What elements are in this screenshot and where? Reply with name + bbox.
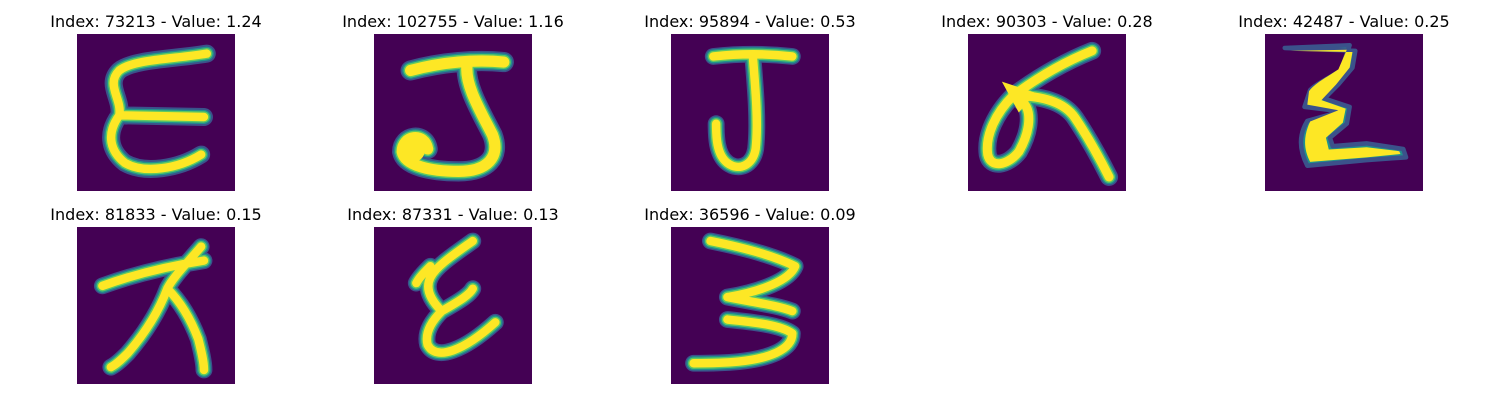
panel-title: Index: 36596 - Value: 0.09: [644, 205, 856, 224]
panel-title: Index: 90303 - Value: 0.28: [941, 12, 1153, 31]
image-panel-8: Index: 36596 - Value: 0.09: [600, 205, 900, 395]
image-panel-7: Index: 87331 - Value: 0.13: [303, 205, 603, 395]
image-panel-1: Index: 73213 - Value: 1.24: [6, 12, 306, 202]
image-panel-6: Index: 81833 - Value: 0.15: [6, 205, 306, 395]
panel-title: Index: 73213 - Value: 1.24: [50, 12, 262, 31]
digit-image-j: [374, 34, 532, 191]
digit-image-z: [1265, 34, 1423, 191]
image-panel-3: Index: 95894 - Value: 0.53: [600, 12, 900, 202]
digit-image-e: [77, 34, 235, 191]
digit-image-x: [77, 227, 235, 384]
panel-title: Index: 42487 - Value: 0.25: [1238, 12, 1450, 31]
image-panel-2: Index: 102755 - Value: 1.16: [303, 12, 603, 202]
panel-title: Index: 81833 - Value: 0.15: [50, 205, 262, 224]
panel-title: Index: 102755 - Value: 1.16: [342, 12, 564, 31]
digit-image-j: [671, 34, 829, 191]
image-panel-4: Index: 90303 - Value: 0.28: [897, 12, 1197, 202]
panel-title: Index: 87331 - Value: 0.13: [347, 205, 559, 224]
digit-image-e: [374, 227, 532, 384]
image-panel-5: Index: 42487 - Value: 0.25: [1194, 12, 1494, 202]
digit-image-k: [968, 34, 1126, 191]
digit-image-3: [671, 227, 829, 384]
panel-title: Index: 95894 - Value: 0.53: [644, 12, 856, 31]
